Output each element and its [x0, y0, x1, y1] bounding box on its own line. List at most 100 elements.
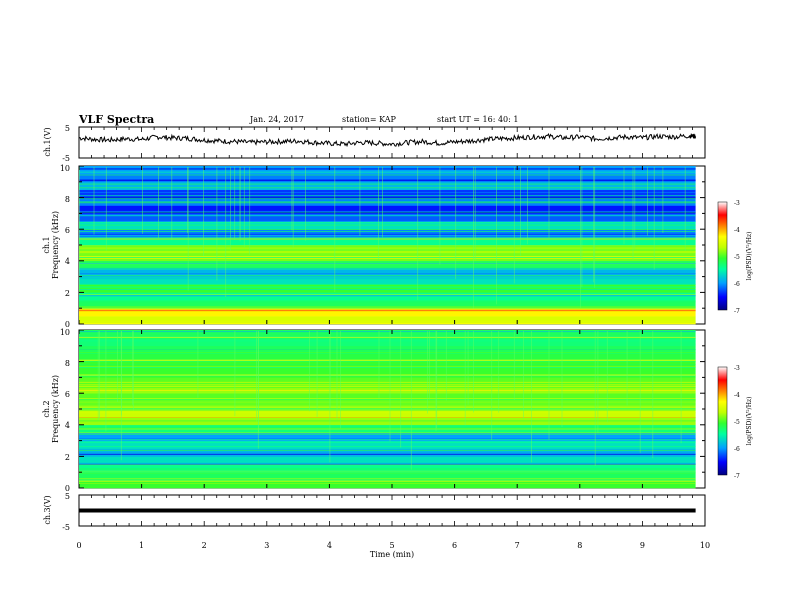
spectrogram-impulse — [256, 331, 257, 422]
spectrogram-line — [79, 380, 696, 382]
x-tick-label: 10 — [700, 541, 710, 550]
spectrogram-band — [79, 330, 696, 339]
spectrogram-line — [79, 224, 696, 226]
spectrogram-impulse — [491, 331, 493, 440]
spectrogram-line — [79, 307, 696, 309]
spectrogram-impulse — [234, 331, 236, 417]
spectrogram-line — [79, 309, 696, 311]
spectrogram-band — [79, 284, 696, 293]
spectrogram-impulse — [473, 331, 474, 413]
ch1-cb-tick-m7: -7 — [734, 308, 740, 315]
spectrogram-line — [79, 295, 696, 297]
spectrogram-band — [79, 229, 696, 238]
ch3-waveform-ylabel: ch.3(V) — [43, 495, 52, 524]
ch2-frequency-ylabel: Frequency (kHz) — [51, 375, 60, 443]
ch1-spectrogram-panel: 10 8 6 4 2 0 ch.1 Frequency (kHz) — [42, 164, 706, 329]
spectrogram-line — [79, 179, 696, 181]
ch3-waveform-panel: 5 -5 ch.3(V) — [43, 492, 706, 532]
spectrogram-band — [79, 401, 696, 410]
spectrogram-band — [79, 464, 696, 473]
spectrogram-band — [79, 189, 696, 198]
spectrogram-band — [79, 369, 696, 378]
spectrogram-line — [79, 375, 696, 377]
x-tick-label: 4 — [327, 541, 332, 550]
spectrogram-band — [79, 292, 696, 301]
spectrogram-band — [79, 385, 696, 394]
ch1-freq-tick-8: 8 — [65, 195, 70, 204]
spectrogram-band — [79, 440, 696, 449]
spectrogram-band — [79, 361, 696, 370]
spectrogram-impulse — [639, 331, 641, 453]
ch1-waveform-line — [78, 133, 697, 148]
ch3-waveform-xticks — [78, 495, 706, 526]
spectrogram-line — [79, 168, 696, 170]
ch1-waveform-xticks — [78, 127, 706, 158]
spectrogram-line — [79, 286, 696, 288]
spectrogram-impulse — [653, 167, 655, 270]
x-tick-label: 6 — [452, 541, 457, 550]
ch2-colorbar: -3 -4 -5 -6 -7 log(PSD)(V²/Hz) — [717, 365, 753, 480]
spectrogram-impulse — [99, 331, 100, 419]
spectrogram-line — [79, 197, 696, 199]
spectrogram-line — [79, 384, 696, 385]
spectrogram-impulse — [548, 167, 550, 238]
spectrogram-line — [79, 360, 696, 362]
spectrogram-line — [79, 231, 696, 232]
spectrogram-line — [79, 256, 696, 257]
spectrogram-impulse — [523, 331, 524, 419]
spectrogram-line — [79, 233, 696, 235]
spectrogram-impulse — [455, 167, 457, 280]
ch1-colorbar-label: log(PSD)(V²/Hz) — [746, 232, 753, 281]
start-time-label: start UT = 16: 40: 1 — [437, 115, 518, 124]
spectrogram-impulse — [429, 331, 430, 400]
spectrogram-line — [79, 366, 696, 368]
spectrogram-impulse — [187, 167, 189, 291]
x-tick-label: 7 — [515, 541, 520, 550]
spectrogram-impulse — [436, 331, 438, 429]
spectrogram-band — [79, 316, 696, 325]
spectrogram-band — [79, 173, 696, 183]
spectrogram-impulse — [316, 331, 318, 417]
spectrogram-line — [79, 454, 696, 455]
spectrogram-line — [79, 278, 696, 280]
ch1-freq-tick-4: 4 — [65, 257, 70, 266]
spectrogram-line — [79, 367, 696, 368]
spectrogram-band — [79, 472, 696, 481]
spectrogram-line — [79, 275, 696, 277]
ch1-spectrogram-ticks — [78, 165, 706, 325]
ch1-freq-tick-6: 6 — [65, 226, 70, 235]
spectrogram-line — [79, 214, 696, 216]
spectrogram-impulse — [597, 331, 599, 434]
spectrogram-line — [79, 442, 696, 443]
spectrogram-impulse — [410, 331, 412, 470]
spectrogram-impulse — [647, 167, 648, 236]
spectrogram-impulse — [634, 167, 636, 250]
spectrogram-line — [79, 422, 696, 424]
spectrogram-impulse — [400, 331, 402, 448]
ch1-waveform-ylabel: ch.1(V) — [43, 127, 52, 156]
spectrogram-line — [79, 320, 696, 322]
spectrogram-impulse — [662, 167, 664, 233]
spectrogram-line — [79, 238, 696, 239]
ch2-colorbar-gradient — [717, 366, 728, 476]
spectrogram-line — [79, 221, 696, 222]
spectrogram-line — [79, 238, 696, 240]
ch2-channel-label: ch.2 — [42, 400, 51, 417]
ch2-freq-tick-8: 8 — [65, 359, 70, 368]
spectrogram-impulse — [513, 331, 515, 400]
spectrogram-line — [79, 409, 696, 411]
ch1-cb-tick-m4: -4 — [734, 227, 740, 234]
spectrogram-impulse — [171, 167, 173, 241]
ch1-ytick-bottom: -5 — [62, 154, 70, 163]
x-tick-label: 0 — [76, 541, 81, 550]
ch1-cb-tick-m3: -3 — [734, 200, 740, 207]
spectrogram-band — [79, 480, 696, 489]
spectrogram-line — [79, 387, 696, 389]
ch1-channel-label: ch.1 — [42, 236, 51, 253]
spectrogram-impulse — [474, 167, 476, 261]
spectrogram-impulse — [382, 167, 383, 238]
spectrogram-line — [79, 180, 696, 181]
spectrogram-impulse — [581, 167, 583, 288]
date-label: Jan. 24, 2017 — [249, 115, 304, 124]
spectrogram-impulse — [548, 331, 550, 440]
